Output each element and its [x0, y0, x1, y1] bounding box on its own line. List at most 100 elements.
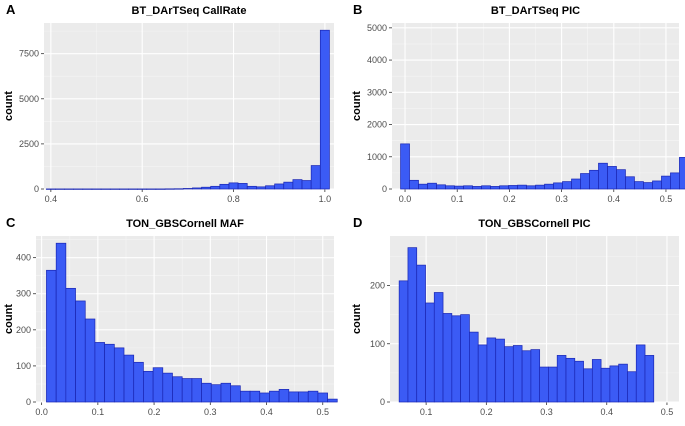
histogram-bar [539, 366, 549, 403]
histogram-bar [319, 29, 330, 190]
histogram-bar [607, 166, 617, 190]
histogram-bar [508, 185, 518, 190]
histogram-bar [591, 359, 602, 403]
histogram-bar [486, 337, 497, 403]
histogram-bar [249, 390, 261, 403]
histogram-bar [530, 349, 541, 403]
x-tick-label: 0.1 [92, 407, 105, 417]
histogram-bar [181, 378, 193, 403]
histogram-bar [327, 398, 338, 403]
histogram-bar [442, 313, 453, 403]
x-tick-label: 1.0 [319, 194, 332, 204]
panel-letter: D [353, 215, 362, 230]
x-tick-label: 0.5 [660, 194, 673, 204]
y-tick-label: 0 [382, 184, 387, 194]
histogram-bar [292, 179, 303, 190]
histogram-bar [526, 185, 536, 190]
histogram-bar [283, 181, 294, 190]
histogram-bar [64, 188, 75, 190]
histogram-bar [173, 188, 184, 190]
histogram-bar [75, 300, 86, 403]
x-tick-label: 0.3 [540, 407, 553, 417]
histogram-bar [137, 188, 148, 190]
histogram-bar [317, 392, 328, 403]
histogram-bar [618, 363, 628, 403]
x-tick-label: 0.2 [480, 407, 493, 417]
y-tick-label: 2500 [19, 139, 39, 149]
histogram-bar [400, 143, 410, 190]
histogram-bar [427, 182, 437, 190]
histogram-bar [398, 280, 409, 403]
x-tick-label: 0.0 [399, 194, 412, 204]
histogram-bar [55, 188, 65, 190]
histogram-bar [670, 172, 680, 190]
histogram-bar [256, 186, 266, 190]
histogram-bar [288, 391, 299, 403]
panel-title: BT_DArTSeq CallRate [132, 5, 247, 17]
histogram-bar [425, 302, 435, 403]
x-tick-label: 0.4 [260, 407, 273, 417]
y-tick-label: 1000 [367, 152, 387, 162]
y-tick-label: 400 [16, 253, 31, 263]
panel-letter: C [6, 215, 16, 230]
histogram-bar [416, 264, 426, 403]
histogram-bar [679, 157, 685, 190]
histogram-bar [433, 292, 444, 403]
histogram-bar [246, 185, 257, 190]
histogram-bar [544, 183, 554, 190]
histogram-bar [201, 186, 212, 190]
histogram-bar [182, 188, 193, 190]
histogram-bar [580, 173, 590, 190]
histogram-bar [65, 287, 76, 403]
histogram-bar [219, 183, 230, 190]
histogram-bar [220, 382, 232, 403]
histogram-bar [454, 185, 464, 190]
histogram-bar [495, 338, 505, 403]
histogram-bar [265, 185, 275, 190]
histogram-bar [230, 385, 241, 403]
x-tick-label: 0.5 [316, 407, 329, 417]
histogram-bar [407, 247, 418, 403]
histogram-bar [634, 181, 644, 190]
histogram-bar [104, 343, 115, 403]
histogram-bar [490, 186, 500, 190]
histogram-bar [228, 182, 239, 190]
histogram-bar [301, 180, 312, 190]
histogram-bar [100, 188, 111, 190]
histogram-bar [469, 331, 479, 403]
histogram-bar [128, 188, 138, 190]
y-tick-label: 5000 [19, 94, 39, 104]
y-tick-label: 2000 [367, 120, 387, 130]
x-tick-label: 0.1 [451, 194, 464, 204]
histogram-bar [152, 367, 164, 403]
histogram-bar [616, 169, 626, 190]
histogram-bar [598, 162, 608, 190]
x-tick-label: 0.6 [136, 194, 149, 204]
y-axis-label: count [351, 304, 363, 334]
histogram-bar [499, 185, 509, 190]
histogram-bar [73, 188, 84, 190]
panel-c: C TON_GBSCornell MAF 0.0 0.1 0.2 0.3 0.4 0.5 0 10… [3, 215, 338, 417]
y-tick-label: 7500 [19, 49, 39, 59]
histogram-bar [269, 390, 280, 403]
histogram-bar [481, 185, 491, 190]
y-tick-label: 3000 [367, 87, 387, 97]
histogram-bar [146, 188, 157, 190]
histogram-bar [512, 345, 523, 403]
histogram-bar [409, 179, 419, 190]
histogram-bar [556, 355, 567, 403]
histogram-bar [210, 185, 221, 190]
histogram-bar [155, 188, 166, 190]
x-tick-label: 0.2 [148, 407, 161, 417]
panel-title: TON_GBSCornell MAF [126, 218, 244, 230]
histogram-bar [574, 360, 584, 403]
histogram-bar [643, 182, 653, 190]
histogram-bar [436, 184, 446, 190]
histogram-bar [274, 183, 285, 190]
y-tick-label: 4000 [367, 55, 387, 65]
histogram-bar [162, 372, 173, 403]
y-axis-label: count [351, 91, 363, 121]
histogram-bar [164, 188, 175, 190]
histogram-bar [133, 361, 144, 403]
x-tick-label: 0.3 [204, 407, 217, 417]
